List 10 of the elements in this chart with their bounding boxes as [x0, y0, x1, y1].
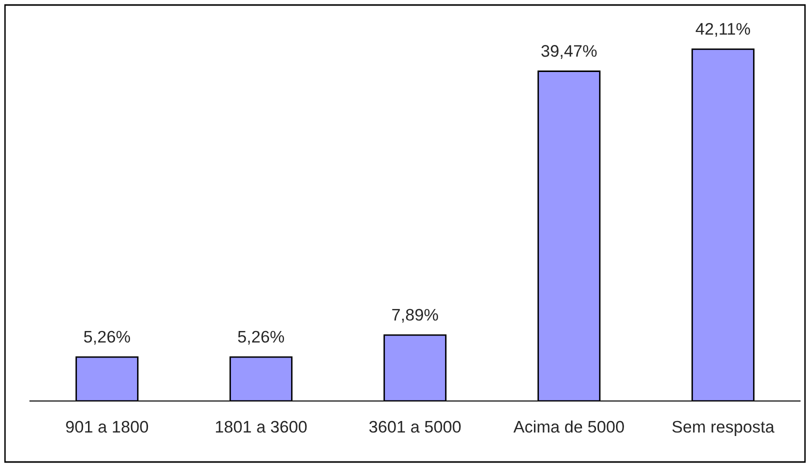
data-label: 5,26%: [84, 330, 130, 345]
x-tick-label: 3601 a 5000: [369, 420, 461, 433]
data-label: 42,11%: [696, 22, 750, 37]
x-tick-label: Sem resposta: [672, 420, 774, 436]
x-tick-label: 1801 a 3600: [216, 420, 307, 433]
data-label: 5,26%: [238, 330, 284, 345]
x-tick-label: 901 a 1800: [66, 420, 148, 433]
data-label: 7,89%: [392, 308, 438, 323]
data-label: 39,47%: [541, 45, 597, 59]
x-tick-label: Acima de 5000: [513, 420, 624, 433]
